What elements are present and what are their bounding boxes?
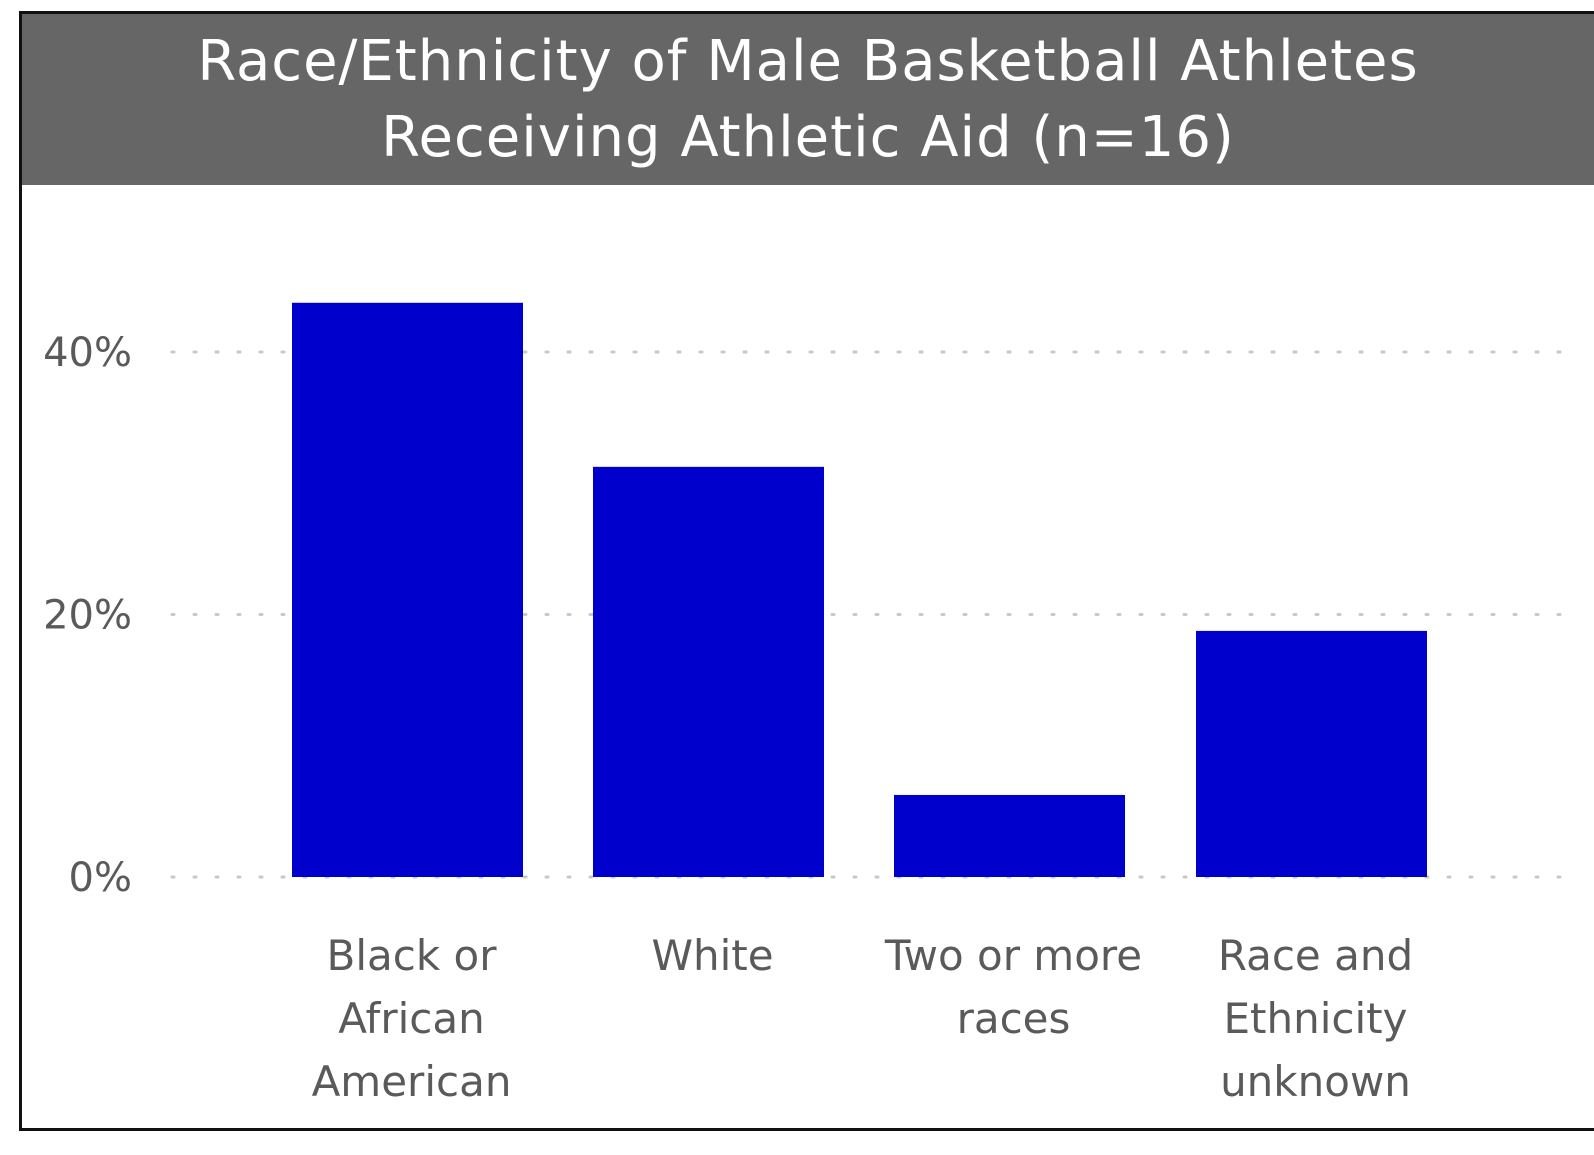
y-axis-ticks: 0% 20% 40% — [43, 330, 132, 901]
x-category-label: Two or more races — [884, 931, 1142, 1043]
bar — [894, 794, 1125, 877]
y-tick-label: 20% — [43, 593, 132, 639]
x-category-label: Black or African American — [312, 931, 512, 1106]
chart-title: Race/Ethnicity of Male Basketball Athlet… — [197, 28, 1419, 170]
x-category-label: Race and Ethnicity unknown — [1218, 931, 1413, 1106]
chart-frame: Race/Ethnicity of Male Basketball Athlet… — [19, 11, 1594, 1131]
y-tick-label: 0% — [69, 855, 132, 901]
bar — [292, 302, 523, 877]
x-category-label: White — [651, 931, 773, 980]
bars — [292, 302, 1427, 877]
y-tick-label: 40% — [43, 330, 132, 376]
x-axis-labels: Black or African American White Two or more r… — [312, 931, 1414, 1106]
chart-header: Race/Ethnicity of Male Basketball Athlet… — [22, 14, 1594, 185]
bar — [1196, 630, 1427, 877]
bar — [593, 466, 824, 877]
